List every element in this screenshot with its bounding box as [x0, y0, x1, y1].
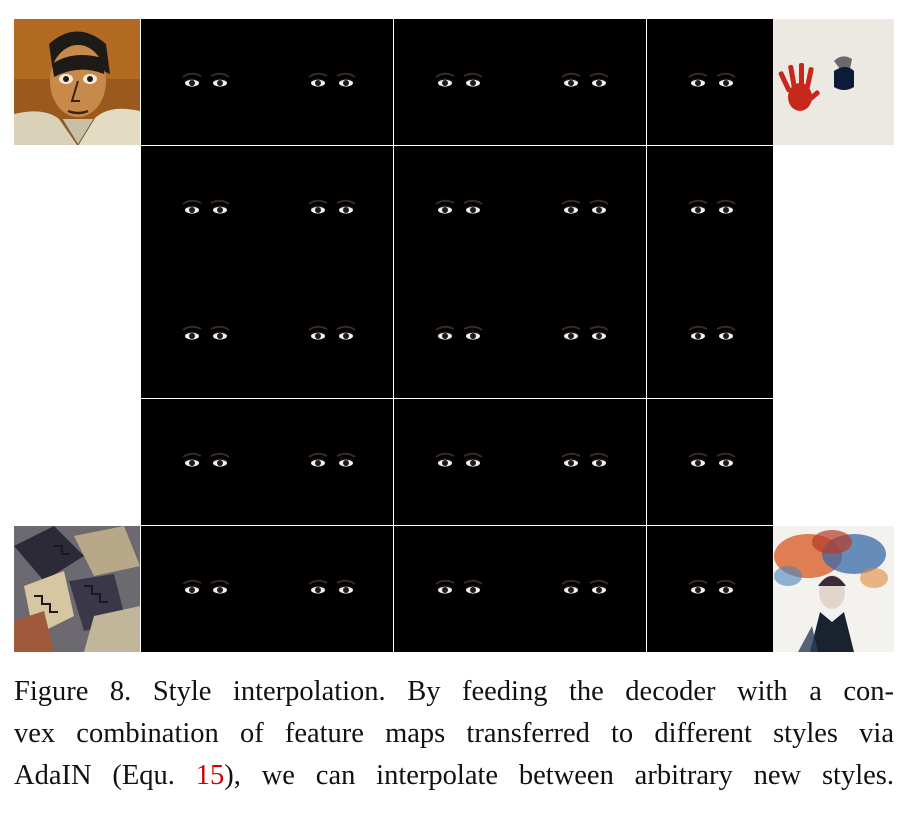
interpolated-result-r1-c2 [267, 19, 393, 145]
interpolated-result-r5-c3 [394, 526, 520, 652]
interpolated-result-r2-c2 [267, 146, 393, 272]
interpolated-result-r4-c3 [394, 399, 520, 525]
interpolated-result-r3-c1 [141, 272, 267, 398]
caption-line-2: vex combination of feature maps transfer… [14, 718, 894, 749]
interpolated-result-r5-c1 [141, 526, 267, 652]
interpolated-result-r1-c5 [647, 19, 773, 145]
interpolation-figure [14, 19, 894, 652]
interpolated-result-r3-c2 [267, 272, 393, 398]
interpolated-result-r5-c4 [520, 526, 646, 652]
caption-text: AdaIN (Equ. [14, 760, 196, 791]
interpolated-result-r3-c5 [647, 272, 773, 398]
interpolated-result-r4-c1 [141, 399, 267, 525]
caption-line-3: AdaIN (Equ. 15), we can interpolate betw… [14, 755, 894, 797]
figure-caption: Figure 8. Style interpolation. By feedin… [14, 671, 894, 797]
interpolated-result-r5-c5 [647, 526, 773, 652]
interpolated-result-r1-c1 [141, 19, 267, 145]
interpolated-result-r4-c2 [267, 399, 393, 525]
interpolated-result-r3-c3 [394, 272, 520, 398]
interpolated-result-r2-c3 [394, 146, 520, 272]
caption-text: ), we can interpolate between arbitrary … [224, 760, 894, 791]
interpolated-result-r4-c4 [520, 399, 646, 525]
interpolated-result-r5-c2 [267, 526, 393, 652]
interpolated-result-r2-c1 [141, 146, 267, 272]
interpolated-result-r1-c3 [394, 19, 520, 145]
style-image-portrait [14, 19, 140, 145]
style-image-handprint [768, 19, 894, 145]
interpolated-result-r3-c4 [520, 272, 646, 398]
style-image-watercolor [768, 526, 894, 652]
interpolated-result-r2-c5 [647, 146, 773, 272]
style-image-cubist-stairs [14, 526, 140, 652]
interpolated-result-r1-c4 [520, 19, 646, 145]
caption-line-1: Figure 8. Style interpolation. By feedin… [14, 676, 894, 707]
interpolated-result-r4-c5 [647, 399, 773, 525]
equation-reference-link[interactable]: 15 [195, 760, 225, 791]
interpolated-result-r2-c4 [520, 146, 646, 272]
